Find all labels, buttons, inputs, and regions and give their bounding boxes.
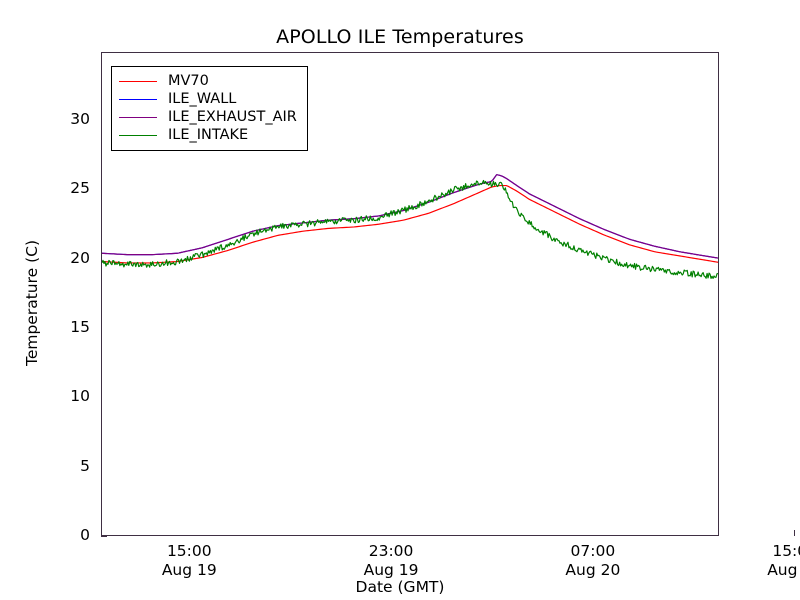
series-canvas <box>102 174 718 280</box>
x-tick-time: 15:00 <box>166 542 212 560</box>
x-tick-date: Aug 20 <box>767 561 800 579</box>
legend-item-label: ILE_WALL <box>168 91 237 107</box>
legend-color-swatch <box>119 98 157 100</box>
y-axis-label: Temperature (C) <box>23 239 41 367</box>
y-tick-label: 0 <box>80 526 90 544</box>
legend-color-swatch <box>119 134 157 136</box>
legend-item-ile_wall[interactable]: ILE_WALL <box>119 90 297 108</box>
x-tick-label: 23:00 Aug 19 <box>321 542 461 580</box>
x-tick-time: 07:00 <box>570 542 616 560</box>
legend-item-ile_exhaust_air[interactable]: ILE_EXHAUST_AIR <box>119 108 297 126</box>
y-tick-label: 30 <box>70 109 90 128</box>
x-tick-label: 15:00 Aug 19 <box>119 542 259 580</box>
series-line-ile_intake <box>102 179 718 280</box>
chart-title: APOLLO ILE Temperatures <box>276 26 524 48</box>
legend-item-label: ILE_INTAKE <box>168 127 249 143</box>
series-line-mv70 <box>102 184 718 264</box>
y-tick-label: 5 <box>80 456 90 475</box>
series-line-ile_wall <box>102 174 718 259</box>
y-tick-label: 10 <box>70 387 90 406</box>
x-tick-time: 23:00 <box>368 542 414 560</box>
y-tick-label: 20 <box>70 248 90 267</box>
chart-legend: MV70 ILE_WALL ILE_EXHAUST_AIR ILE_INTAKE <box>111 66 308 151</box>
x-tick-label: 07:00 Aug 20 <box>523 542 663 580</box>
legend-color-swatch <box>119 116 157 118</box>
y-tick-label: 15 <box>70 317 90 336</box>
legend-item-mv70[interactable]: MV70 <box>119 72 297 90</box>
legend-color-swatch <box>119 80 157 82</box>
series-line-ile_exhaust_air <box>102 174 718 259</box>
legend-item-label: MV70 <box>168 73 209 89</box>
x-axis-label: Date (GMT) <box>355 578 445 596</box>
x-tick-mark <box>793 530 796 536</box>
y-tick-label: 25 <box>70 179 90 198</box>
x-tick-date: Aug 19 <box>161 561 217 579</box>
legend-item-label: ILE_EXHAUST_AIR <box>168 109 297 125</box>
legend-item-ile_intake[interactable]: ILE_INTAKE <box>119 126 297 144</box>
x-tick-date: Aug 19 <box>363 561 419 579</box>
x-tick-date: Aug 20 <box>565 561 621 579</box>
x-tick-time: 15:00 <box>772 542 800 560</box>
